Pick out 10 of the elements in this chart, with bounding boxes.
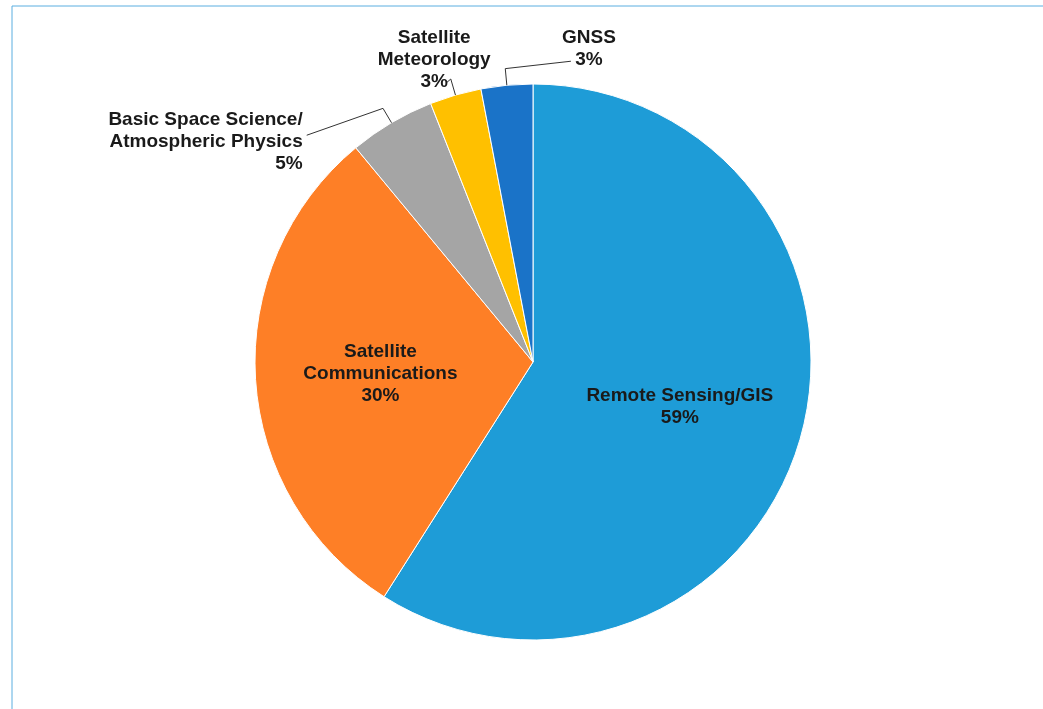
slice-label: GNSS — [561, 26, 616, 48]
data-label: 5% — [275, 152, 303, 174]
data-label: 30% — [361, 383, 400, 405]
slice-label: Remote Sensing/GIS — [586, 383, 774, 405]
slice-label: Satellite Communications — [303, 339, 458, 383]
slice-label: Basic Space Science/ Atmospheric Physics — [108, 108, 304, 152]
slice-label: Satellite Meteorology — [377, 25, 492, 69]
data-label: 3% — [420, 69, 449, 91]
data-label: 3% — [575, 48, 603, 70]
data-label: 59% — [660, 405, 699, 427]
